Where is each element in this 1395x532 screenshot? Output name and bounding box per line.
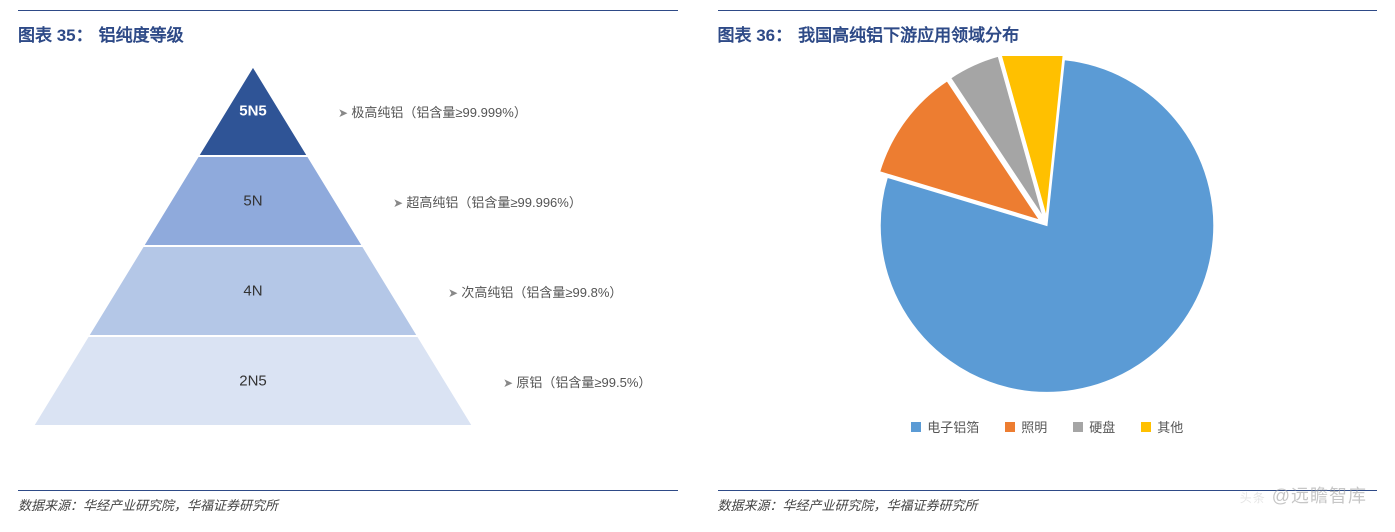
legend-item: 硬盘 — [1073, 417, 1115, 436]
legend-label: 硬盘 — [1089, 417, 1115, 436]
legend-swatch — [1141, 422, 1151, 432]
legend-label: 电子铝箔 — [927, 417, 979, 436]
title-text: 铝纯度等级 — [99, 21, 184, 46]
pyramid-annotation: 次高纯铝（铝含量≥99.8%） — [448, 282, 622, 301]
source-left: 数据来源：华经产业研究院，华福证券研究所 — [18, 491, 678, 514]
legend-swatch — [1073, 422, 1083, 432]
panel-pie: 图表 36： 我国高纯铝下游应用领域分布 电子铝箔照明硬盘其他 数据来源：华经产… — [718, 10, 1378, 514]
title-prefix: 图表 36： — [718, 21, 793, 46]
pyramid-chart: 5N5 极高纯铝（铝含量≥99.999%） 5N 超高纯铝（铝含量≥99.996%） 4… — [18, 56, 678, 436]
title-rule — [718, 10, 1378, 11]
title-text: 我国高纯铝下游应用领域分布 — [798, 21, 1019, 46]
pyramid-level-label: 5N — [243, 193, 262, 210]
legend-item: 其他 — [1141, 417, 1183, 436]
chart-title-left: 图表 35： 铝纯度等级 — [18, 19, 678, 56]
watermark-small: 头条 — [1240, 491, 1266, 505]
legend-item: 电子铝箔 — [911, 417, 979, 436]
pyramid-level-label: 2N5 — [239, 373, 267, 390]
pyramid-annotation: 原铝（铝含量≥99.5%） — [503, 372, 651, 391]
pyramid-level-label: 4N — [243, 283, 262, 300]
pyramid-level-label: 5N5 — [239, 103, 267, 120]
legend-swatch — [911, 422, 921, 432]
pyramid-annotation: 超高纯铝（铝含量≥99.996%） — [393, 192, 582, 211]
watermark: 头条 @远瞻智库 — [1240, 482, 1367, 508]
pie-chart — [847, 56, 1247, 399]
pie-legend: 电子铝箔 照明 硬盘 其他 — [911, 417, 1183, 436]
legend-label: 其他 — [1157, 417, 1183, 436]
title-prefix: 图表 35： — [18, 21, 93, 46]
watermark-main: @远瞻智库 — [1272, 486, 1367, 506]
legend-item: 照明 — [1005, 417, 1047, 436]
legend-label: 照明 — [1021, 417, 1047, 436]
chart-title-right: 图表 36： 我国高纯铝下游应用领域分布 — [718, 19, 1378, 56]
legend-swatch — [1005, 422, 1015, 432]
title-rule — [18, 10, 678, 11]
panel-pyramid: 图表 35： 铝纯度等级 5N5 极高纯铝（铝含量≥99.999%） 5N 超高纯铝（… — [18, 10, 678, 514]
pyramid-annotation: 极高纯铝（铝含量≥99.999%） — [338, 102, 527, 121]
